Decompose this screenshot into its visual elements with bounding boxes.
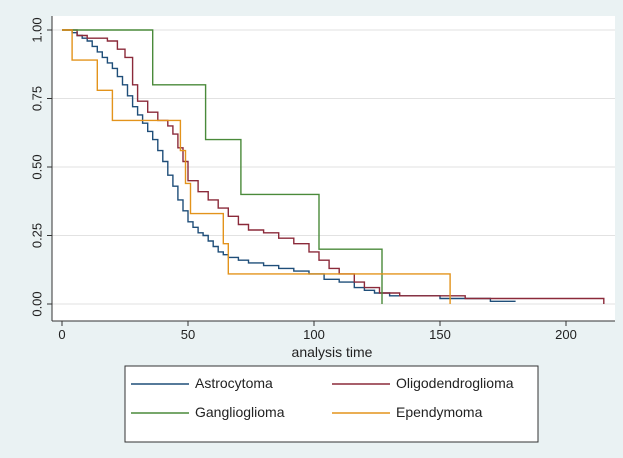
- series-line-ependymoma: [62, 29, 451, 304]
- y-tick-label: 0.75: [29, 86, 44, 111]
- y-tick-label: 0.50: [29, 154, 44, 179]
- legend-label-ependymoma: Ependymoma: [396, 404, 483, 420]
- legend-label-oligodendroglioma: Oligodendroglioma: [396, 375, 514, 391]
- series-lines: [62, 29, 605, 304]
- axes: 0.00 0.25 0.50 0.75 1.00 0 50 100 150 200: [29, 16, 615, 342]
- y-tick-label: 0.00: [29, 291, 44, 316]
- plot-background: [52, 16, 615, 321]
- series-line-astrocytoma: [62, 29, 516, 302]
- x-tick-label: 0: [58, 327, 65, 342]
- x-tick-label: 200: [555, 327, 577, 342]
- legend: Astrocytoma Oligodendroglioma Gangliogliom…: [124, 365, 539, 443]
- legend-label-ganglioglioma: Ganglioglioma: [195, 404, 285, 420]
- series-line-oligodendroglioma: [62, 29, 605, 304]
- x-tick-label: 50: [181, 327, 195, 342]
- x-axis-label: analysis time: [292, 344, 373, 360]
- y-tick-label: 0.25: [29, 223, 44, 248]
- y-tick-label: 1.00: [29, 17, 44, 42]
- series-line-ganglioglioma: [62, 29, 383, 304]
- legend-label-astrocytoma: Astrocytoma: [195, 375, 273, 391]
- x-tick-label: 100: [303, 327, 325, 342]
- legend-box: [124, 365, 539, 443]
- x-tick-label: 150: [429, 327, 451, 342]
